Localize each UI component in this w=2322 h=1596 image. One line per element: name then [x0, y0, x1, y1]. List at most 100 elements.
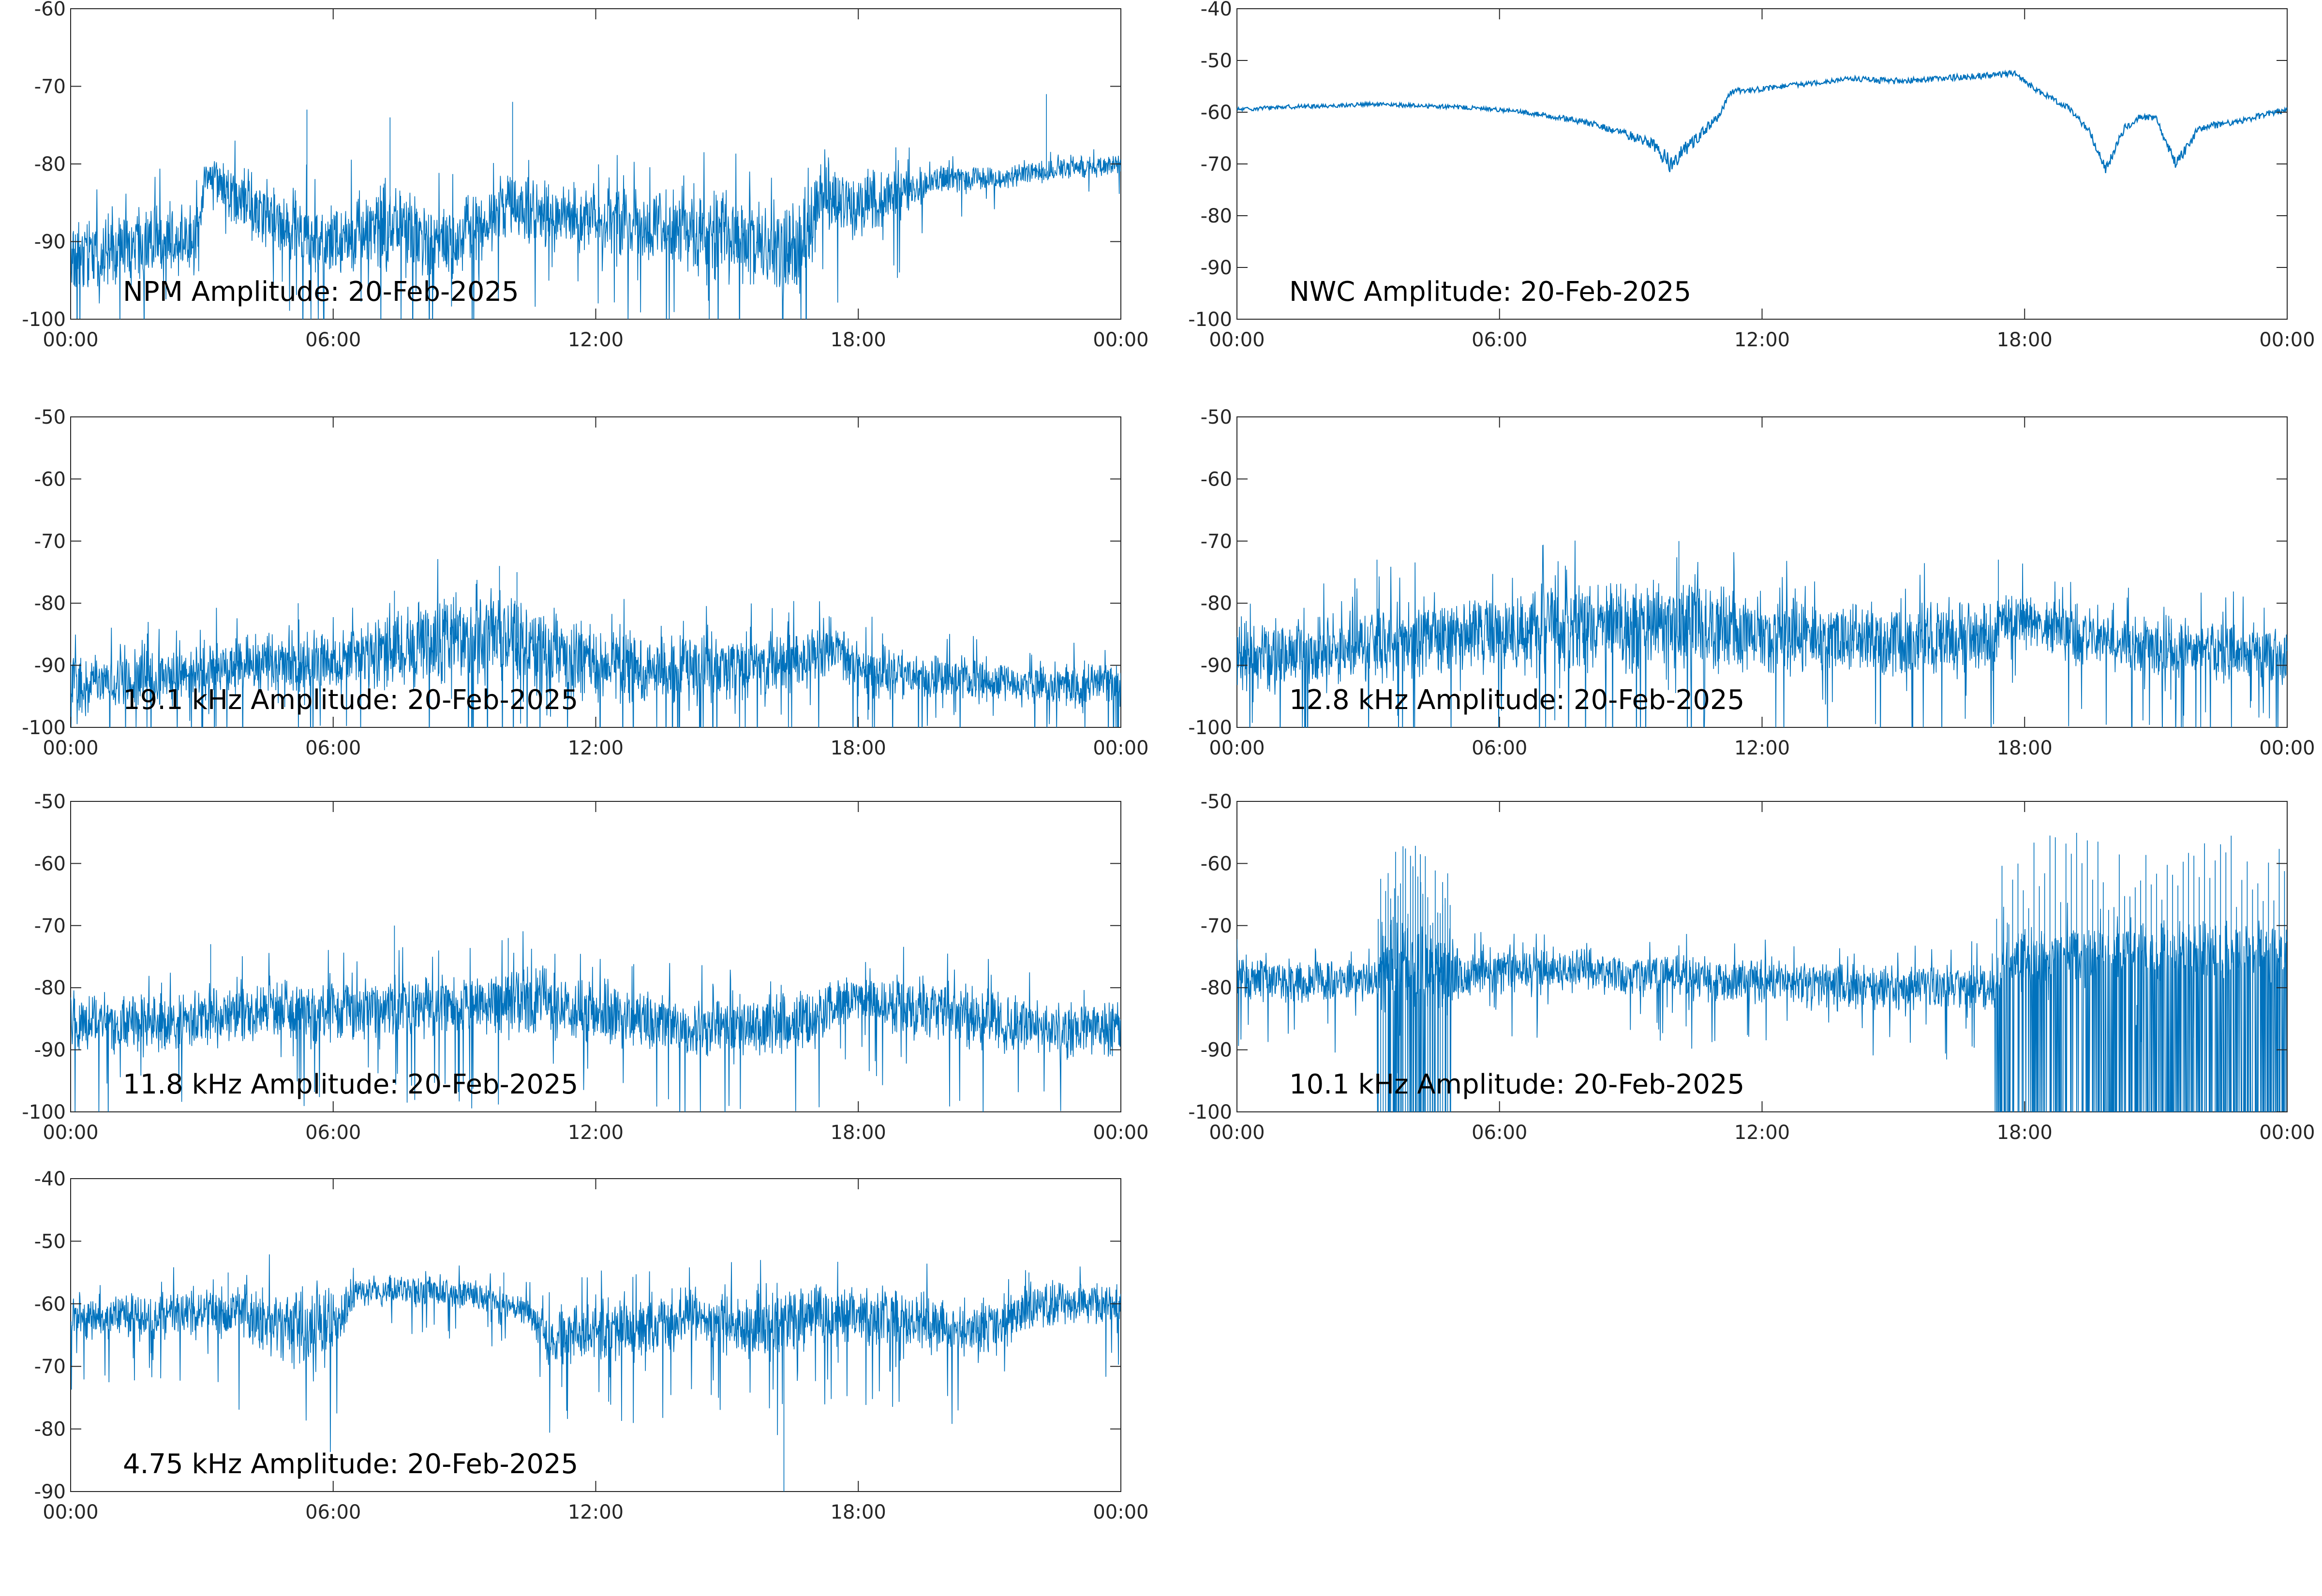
- y-tick-label: -60: [34, 1293, 66, 1315]
- y-tick-label: -70: [34, 531, 66, 553]
- y-tick-label: -80: [1201, 592, 1232, 615]
- y-tick-label: -90: [34, 1481, 66, 1503]
- panel-annotation: NWC Amplitude: 20-Feb-2025: [1289, 276, 1691, 308]
- x-tick-label: 12:00: [568, 1501, 624, 1523]
- x-tick-label: 06:00: [1472, 737, 1527, 759]
- y-tick-label: -80: [34, 592, 66, 615]
- series-trace: [71, 559, 1121, 727]
- x-tick-label: 12:00: [568, 737, 624, 759]
- y-tick-label: -80: [34, 153, 66, 176]
- x-tick-label: 06:00: [305, 1501, 361, 1523]
- panel-annotation: 4.75 kHz Amplitude: 20-Feb-2025: [123, 1448, 578, 1480]
- y-tick-label: -90: [34, 1039, 66, 1062]
- y-tick-label: -70: [34, 1356, 66, 1378]
- x-tick-label: 00:00: [1093, 1501, 1148, 1523]
- y-tick-label: -90: [1201, 1039, 1232, 1062]
- y-tick-label: -90: [1201, 257, 1232, 279]
- axes-frame: [1236, 416, 2288, 728]
- axes-frame: [70, 1178, 1121, 1492]
- series-trace: [71, 94, 1121, 319]
- x-tick-label: 06:00: [1472, 1122, 1527, 1144]
- series-trace: [71, 1254, 1121, 1492]
- y-tick-label: -90: [34, 231, 66, 253]
- x-tick-label: 00:00: [2259, 329, 2315, 351]
- y-tick-label: -60: [34, 468, 66, 490]
- y-tick-label: -50: [1201, 406, 1232, 429]
- y-tick-label: -60: [1201, 102, 1232, 124]
- y-tick-label: -100: [22, 309, 66, 331]
- x-tick-label: 18:00: [831, 1501, 886, 1523]
- x-tick-label: 18:00: [1997, 1122, 2053, 1144]
- x-tick-label: 18:00: [1997, 737, 2053, 759]
- y-tick-label: -100: [1188, 717, 1232, 739]
- x-tick-label: 00:00: [43, 1501, 98, 1523]
- x-tick-label: 06:00: [305, 737, 361, 759]
- x-tick-label: 18:00: [831, 329, 886, 351]
- axes-frame: [1236, 8, 2288, 320]
- y-tick-label: -50: [1201, 791, 1232, 813]
- series-trace: [1237, 69, 2287, 174]
- y-tick-label: -80: [1201, 205, 1232, 227]
- x-tick-label: 00:00: [43, 1122, 98, 1144]
- series-trace: [1237, 540, 2287, 727]
- x-tick-label: 00:00: [1209, 329, 1265, 351]
- y-tick-label: -60: [34, 853, 66, 875]
- x-tick-label: 12:00: [1734, 737, 1790, 759]
- y-tick-label: -90: [34, 655, 66, 677]
- x-tick-label: 06:00: [1472, 329, 1527, 351]
- y-tick-label: -70: [1201, 153, 1232, 176]
- x-tick-label: 00:00: [1209, 737, 1265, 759]
- y-tick-label: -60: [1201, 853, 1232, 875]
- panel-annotation: 12.8 kHz Amplitude: 20-Feb-2025: [1289, 684, 1744, 716]
- panel-annotation: 11.8 kHz Amplitude: 20-Feb-2025: [123, 1069, 578, 1100]
- y-tick-label: -100: [1188, 309, 1232, 331]
- x-tick-label: 00:00: [1093, 1122, 1148, 1144]
- y-tick-label: -50: [1201, 50, 1232, 72]
- y-tick-label: -80: [1201, 977, 1232, 999]
- y-tick-label: -100: [1188, 1101, 1232, 1123]
- y-tick-label: -70: [34, 76, 66, 98]
- x-tick-label: 18:00: [1997, 329, 2053, 351]
- y-tick-label: -50: [34, 1230, 66, 1253]
- y-tick-label: -70: [1201, 915, 1232, 937]
- y-tick-label: -100: [22, 1101, 66, 1123]
- x-tick-label: 00:00: [1093, 737, 1148, 759]
- panel-annotation: 10.1 kHz Amplitude: 20-Feb-2025: [1289, 1069, 1744, 1100]
- x-tick-label: 12:00: [1734, 1122, 1790, 1144]
- x-tick-label: 00:00: [2259, 737, 2315, 759]
- x-tick-label: 06:00: [305, 329, 361, 351]
- axes-frame: [70, 8, 1121, 320]
- y-tick-label: -60: [34, 0, 66, 20]
- x-tick-label: 00:00: [1093, 329, 1148, 351]
- x-tick-label: 00:00: [43, 329, 98, 351]
- series-trace: [71, 925, 1121, 1112]
- x-tick-label: 00:00: [43, 737, 98, 759]
- x-tick-label: 18:00: [831, 1122, 886, 1144]
- y-tick-label: -100: [22, 717, 66, 739]
- x-tick-label: 00:00: [2259, 1122, 2315, 1144]
- panel-annotation: NPM Amplitude: 20-Feb-2025: [123, 276, 519, 308]
- x-tick-label: 06:00: [305, 1122, 361, 1144]
- x-tick-label: 12:00: [568, 1122, 624, 1144]
- y-tick-label: -70: [34, 915, 66, 937]
- y-tick-label: -90: [1201, 655, 1232, 677]
- axes-frame: [70, 801, 1121, 1112]
- series-trace: [1237, 833, 2287, 1112]
- y-tick-label: -50: [34, 791, 66, 813]
- y-tick-label: -80: [34, 977, 66, 999]
- panel-annotation: 19.1 kHz Amplitude: 20-Feb-2025: [123, 684, 578, 716]
- x-tick-label: 12:00: [1734, 329, 1790, 351]
- x-tick-label: 18:00: [831, 737, 886, 759]
- y-tick-label: -60: [1201, 468, 1232, 490]
- y-tick-label: -50: [34, 406, 66, 429]
- x-tick-label: 12:00: [568, 329, 624, 351]
- y-tick-label: -80: [34, 1419, 66, 1441]
- y-tick-label: -70: [1201, 531, 1232, 553]
